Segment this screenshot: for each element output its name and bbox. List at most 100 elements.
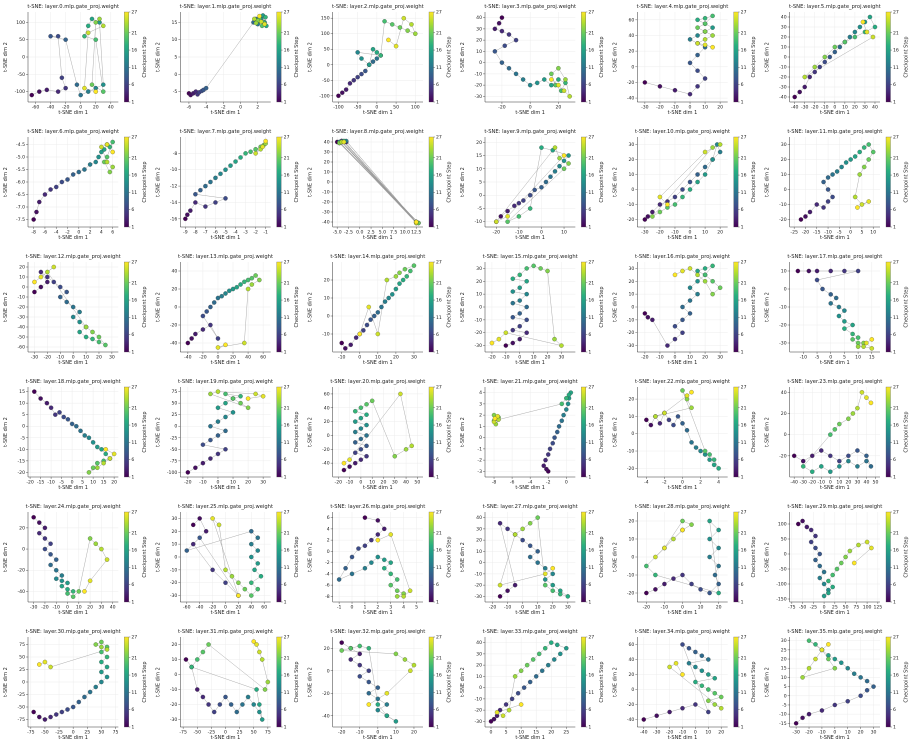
point — [510, 300, 516, 306]
x-tick-label: 30 — [559, 355, 565, 361]
point — [855, 405, 860, 411]
point — [552, 435, 557, 440]
panel-title: t-SNE: layer.4.mlp.gate_proj.weight — [637, 4, 729, 10]
y-tick-label: -10 — [627, 317, 635, 323]
point — [527, 521, 533, 526]
y-tick-label: 75 — [19, 642, 25, 648]
y-tick-label: -5 — [477, 206, 482, 212]
panel-title: t-SNE: layer.22.mlp.gate_proj.weight — [635, 379, 730, 385]
y-tick-label: -50 — [17, 72, 25, 78]
point — [497, 582, 503, 588]
point — [254, 642, 259, 647]
colorbar — [581, 386, 586, 478]
point — [644, 590, 649, 596]
colorbar — [428, 386, 434, 478]
point — [206, 642, 211, 647]
x-tick-label: -8 — [193, 230, 198, 236]
point — [238, 282, 243, 287]
x-tick-label: -40 — [791, 105, 799, 111]
colorbar-tick-label: 21 — [893, 30, 899, 36]
point — [856, 542, 861, 548]
panel: t-SNE: layer.9.mlp.gate_proj.weight-20 -1… — [460, 129, 605, 241]
colorbar-tick-label: 6 — [284, 457, 287, 463]
x-tick-label: -9 — [183, 230, 188, 236]
point — [193, 192, 198, 197]
x-tick-label: 0 — [79, 105, 82, 111]
x-axis-label: t-SNE dim 1 — [515, 735, 545, 741]
x-tick-label: 0 — [689, 230, 692, 236]
y-tick-label: -10 — [17, 295, 25, 301]
point — [227, 288, 232, 294]
point — [37, 530, 42, 536]
point — [817, 575, 823, 581]
point — [42, 192, 48, 197]
colorbar — [124, 261, 129, 353]
point — [77, 309, 82, 315]
y-tick-label: 10 — [171, 542, 177, 548]
y-axis-label: t-SNE dim 2 — [155, 667, 161, 697]
point — [99, 149, 104, 155]
point — [34, 209, 39, 215]
point — [255, 535, 260, 540]
point — [38, 274, 44, 280]
x-tick-label: -20 — [209, 605, 217, 611]
colorbar — [428, 636, 434, 728]
x-tick-label: 20 — [858, 730, 864, 736]
point — [707, 536, 712, 542]
colorbar-tick-label: 1 — [588, 350, 591, 356]
y-tick-label: 10 — [781, 172, 787, 178]
x-tick-label: 5 — [505, 730, 508, 736]
x-tick-label: -10 — [57, 355, 65, 361]
x-tick-label: -5 — [59, 480, 64, 486]
y-tick-label: -20 — [322, 447, 330, 453]
x-tick-label: -50 — [799, 605, 807, 611]
point — [213, 175, 218, 181]
point — [510, 340, 516, 346]
y-tick-label: 0 — [22, 424, 25, 430]
y-tick-label: 0 — [631, 305, 634, 311]
colorbar-label: Checkpoint Step — [294, 411, 300, 452]
colorbar-tick-label: 21 — [131, 655, 137, 661]
colorbar-label: Checkpoint Step — [294, 161, 300, 202]
colorbar-tick-label: 1 — [284, 725, 287, 731]
x-tick-label: -2 — [65, 230, 70, 236]
point — [503, 330, 509, 335]
colorbar-tick-label: 6 — [436, 707, 439, 713]
point — [662, 581, 667, 587]
y-axis-label: t-SNE dim 2 — [308, 42, 314, 72]
y-tick-label: 5 — [174, 55, 177, 61]
point — [680, 572, 685, 578]
y-tick-label: 10 — [476, 674, 482, 680]
point — [82, 167, 87, 172]
y-tick-label: 20 — [476, 663, 482, 669]
point — [200, 327, 206, 332]
point — [706, 657, 711, 662]
y-tick-label: 10 — [19, 401, 25, 407]
colorbar-tick-label: 16 — [284, 423, 290, 429]
point — [378, 53, 383, 58]
colorbar-tick-label: 6 — [741, 207, 744, 213]
x-axis-label: t-SNE dim 1 — [363, 735, 393, 741]
colorbar — [581, 261, 586, 353]
x-tick-label: 5 — [860, 230, 863, 236]
point — [374, 50, 380, 55]
x-tick-label: -30 — [653, 730, 661, 736]
point — [89, 16, 95, 22]
point — [680, 268, 685, 274]
point — [390, 292, 395, 297]
point — [513, 37, 519, 43]
y-tick-label: 20 — [628, 279, 634, 285]
y-tick-label: 60 — [628, 642, 634, 648]
point — [364, 322, 370, 328]
point — [364, 454, 369, 459]
x-tick-label: 10 — [698, 605, 704, 611]
point — [252, 567, 257, 573]
colorbar-tick-label: 27 — [588, 260, 594, 266]
x-tick-label: -20 — [488, 355, 496, 361]
point — [830, 572, 835, 578]
point — [340, 90, 345, 95]
point — [499, 28, 505, 34]
colorbar-tick-label: 11 — [436, 315, 442, 321]
colorbar-tick-label: 6 — [131, 457, 134, 463]
x-axis-label: t-SNE dim 1 — [211, 360, 241, 366]
